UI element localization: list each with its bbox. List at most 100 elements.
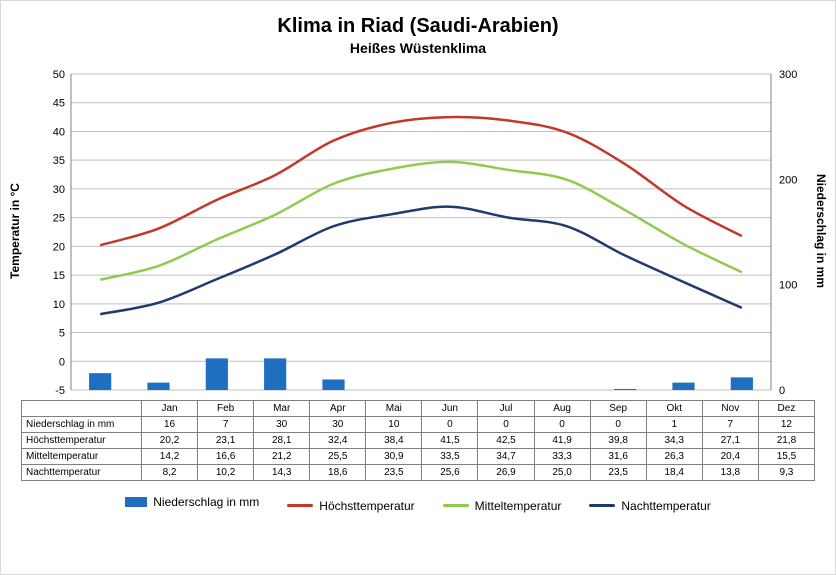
cell: 10,2 xyxy=(198,465,254,481)
bar xyxy=(731,377,753,390)
month-header: Jun xyxy=(422,401,478,417)
month-header: Jan xyxy=(142,401,198,417)
cell: 14,2 xyxy=(142,449,198,465)
table-row: Niederschlag in mm16730301000001712 xyxy=(22,417,815,433)
cell: 25,5 xyxy=(310,449,366,465)
legend-label: Höchsttemperatur xyxy=(319,499,414,513)
legend-swatch xyxy=(589,504,615,507)
cell: 10 xyxy=(366,417,422,433)
cell: 25,6 xyxy=(422,465,478,481)
bar xyxy=(264,358,286,390)
legend-item: Nachttemperatur xyxy=(589,499,710,513)
row-header: Mitteltemperatur xyxy=(22,449,142,465)
month-header: Aug xyxy=(534,401,590,417)
legend-swatch xyxy=(443,504,469,507)
legend-swatch xyxy=(125,497,147,507)
month-header: Okt xyxy=(646,401,702,417)
cell: 23,5 xyxy=(366,465,422,481)
month-header: Apr xyxy=(310,401,366,417)
cell: 28,1 xyxy=(254,433,310,449)
cell: 27,1 xyxy=(702,433,758,449)
row-header: Höchsttemperatur xyxy=(22,433,142,449)
cell: 41,9 xyxy=(534,433,590,449)
cell: 34,7 xyxy=(478,449,534,465)
cell: 42,5 xyxy=(478,433,534,449)
legend-item: Niederschlag in mm xyxy=(125,495,259,509)
legend-label: Mitteltemperatur xyxy=(475,499,562,513)
chart-svg: -5051015202530354045500100200300 xyxy=(21,66,817,396)
data-table: JanFebMarAprMaiJunJulAugSepOktNovDez Nied… xyxy=(21,400,815,481)
legend: Niederschlag in mm Höchsttemperatur Mittel… xyxy=(21,495,815,513)
cell: 18,4 xyxy=(646,465,702,481)
chart-area: Temperatur in °C Niederschlag in mm -505… xyxy=(21,66,815,396)
svg-text:0: 0 xyxy=(59,356,65,368)
legend-item: Mitteltemperatur xyxy=(443,499,562,513)
cell: 7 xyxy=(702,417,758,433)
cell: 21,2 xyxy=(254,449,310,465)
svg-text:25: 25 xyxy=(53,213,65,225)
legend-item: Höchsttemperatur xyxy=(287,499,414,513)
svg-text:45: 45 xyxy=(53,98,65,110)
chart-title: Klima in Riad (Saudi-Arabien) xyxy=(21,15,815,38)
cell: 8,2 xyxy=(142,465,198,481)
bar xyxy=(206,358,228,390)
month-header: Mar xyxy=(254,401,310,417)
month-header: Nov xyxy=(702,401,758,417)
cell: 34,3 xyxy=(646,433,702,449)
cell: 7 xyxy=(198,417,254,433)
row-header: Nachttemperatur xyxy=(22,465,142,481)
cell: 41,5 xyxy=(422,433,478,449)
line-high xyxy=(100,117,742,245)
month-header: Jul xyxy=(478,401,534,417)
row-header: Niederschlag in mm xyxy=(22,417,142,433)
cell: 30 xyxy=(310,417,366,433)
cell: 16 xyxy=(142,417,198,433)
cell: 20,2 xyxy=(142,433,198,449)
cell: 26,3 xyxy=(646,449,702,465)
chart-subtitle: Heißes Wüstenklima xyxy=(21,40,815,56)
month-header: Mai xyxy=(366,401,422,417)
svg-text:15: 15 xyxy=(53,270,65,282)
month-header: Sep xyxy=(590,401,646,417)
svg-text:0: 0 xyxy=(779,385,785,396)
table-row: Nachttemperatur8,210,214,318,623,525,626… xyxy=(22,465,815,481)
cell: 0 xyxy=(478,417,534,433)
cell: 30 xyxy=(254,417,310,433)
cell: 26,9 xyxy=(478,465,534,481)
svg-text:200: 200 xyxy=(779,174,797,186)
chart-container: Klima in Riad (Saudi-Arabien) Heißes Wüs… xyxy=(0,0,836,575)
month-header: Feb xyxy=(198,401,254,417)
table-row: Mitteltemperatur14,216,621,225,530,933,5… xyxy=(22,449,815,465)
svg-text:100: 100 xyxy=(779,280,797,292)
bar xyxy=(322,379,344,390)
cell: 15,5 xyxy=(758,449,814,465)
cell: 33,3 xyxy=(534,449,590,465)
cell: 0 xyxy=(534,417,590,433)
svg-text:10: 10 xyxy=(53,299,65,311)
bar xyxy=(614,389,636,390)
bar xyxy=(147,383,169,390)
svg-text:35: 35 xyxy=(53,155,65,167)
cell: 21,8 xyxy=(758,433,814,449)
cell: 1 xyxy=(646,417,702,433)
cell: 16,6 xyxy=(198,449,254,465)
cell: 31,6 xyxy=(590,449,646,465)
legend-label: Nachttemperatur xyxy=(621,499,710,513)
y2-axis-label: Niederschlag in mm xyxy=(814,174,828,288)
svg-text:30: 30 xyxy=(53,184,65,196)
cell: 39,8 xyxy=(590,433,646,449)
svg-text:20: 20 xyxy=(53,241,65,253)
month-header: Dez xyxy=(758,401,814,417)
cell: 25,0 xyxy=(534,465,590,481)
cell: 0 xyxy=(422,417,478,433)
cell: 9,3 xyxy=(758,465,814,481)
cell: 18,6 xyxy=(310,465,366,481)
cell: 13,8 xyxy=(702,465,758,481)
svg-text:300: 300 xyxy=(779,69,797,81)
cell: 14,3 xyxy=(254,465,310,481)
cell: 23,1 xyxy=(198,433,254,449)
svg-text:5: 5 xyxy=(59,328,65,340)
cell: 12 xyxy=(758,417,814,433)
bar xyxy=(672,383,694,390)
cell: 30,9 xyxy=(366,449,422,465)
